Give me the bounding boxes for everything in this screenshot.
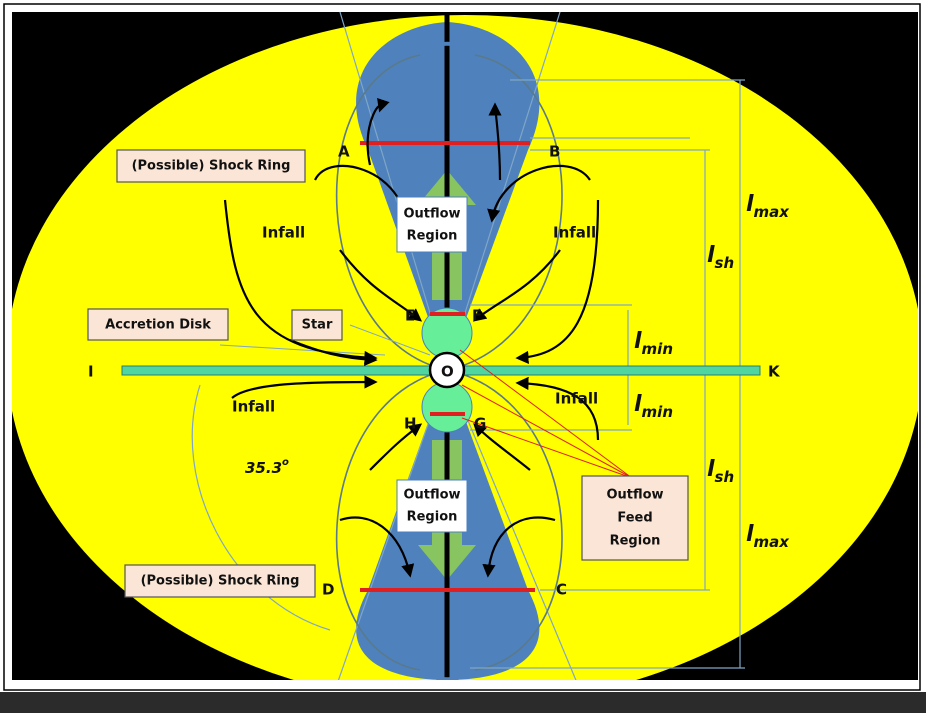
infall-label: Infall: [232, 398, 275, 416]
accretion-disk-label: Accretion Disk: [105, 318, 211, 333]
dimension-sub: max: [754, 203, 791, 221]
feed-label: Feed: [617, 511, 652, 526]
point-label: F: [472, 307, 482, 325]
point-label: O: [441, 363, 454, 381]
shock-ring-label: (Possible) Shock Ring: [132, 159, 291, 174]
point-label: B: [549, 143, 560, 161]
outflow-label: Outflow: [403, 207, 460, 222]
point-label: I: [88, 363, 94, 381]
shock-ring-label: (Possible) Shock Ring: [141, 574, 300, 589]
star-label: Star: [302, 318, 333, 333]
outflow-label: Region: [407, 229, 458, 244]
point-label: C: [556, 581, 567, 599]
point-label: D: [322, 581, 334, 599]
infall-label: Infall: [555, 390, 598, 408]
dimension-sub: max: [754, 533, 791, 551]
point-label: A: [338, 143, 350, 161]
label-box: [397, 197, 467, 252]
point-label: H: [404, 415, 417, 433]
feed-region-bottom: [422, 382, 472, 432]
dimension-sub: sh: [715, 468, 735, 486]
dimension-sub: sh: [715, 254, 735, 272]
diagram: A B C D E F G H I K O (Possible) Shock R…: [0, 0, 926, 713]
dimension-sub: min: [642, 340, 673, 358]
point-label: K: [768, 363, 781, 381]
point-label: G: [474, 415, 486, 433]
infall-label: Infall: [262, 224, 305, 242]
feed-label: Outflow: [606, 488, 663, 503]
infall-label: Infall: [553, 224, 596, 242]
outflow-label: Region: [407, 510, 458, 525]
scene: [7, 12, 923, 705]
point-label: E: [405, 307, 415, 325]
outflow-label: Outflow: [403, 488, 460, 503]
dimension-sub: min: [642, 403, 673, 421]
bottom-band: [0, 692, 926, 713]
feed-label: Region: [610, 534, 661, 549]
